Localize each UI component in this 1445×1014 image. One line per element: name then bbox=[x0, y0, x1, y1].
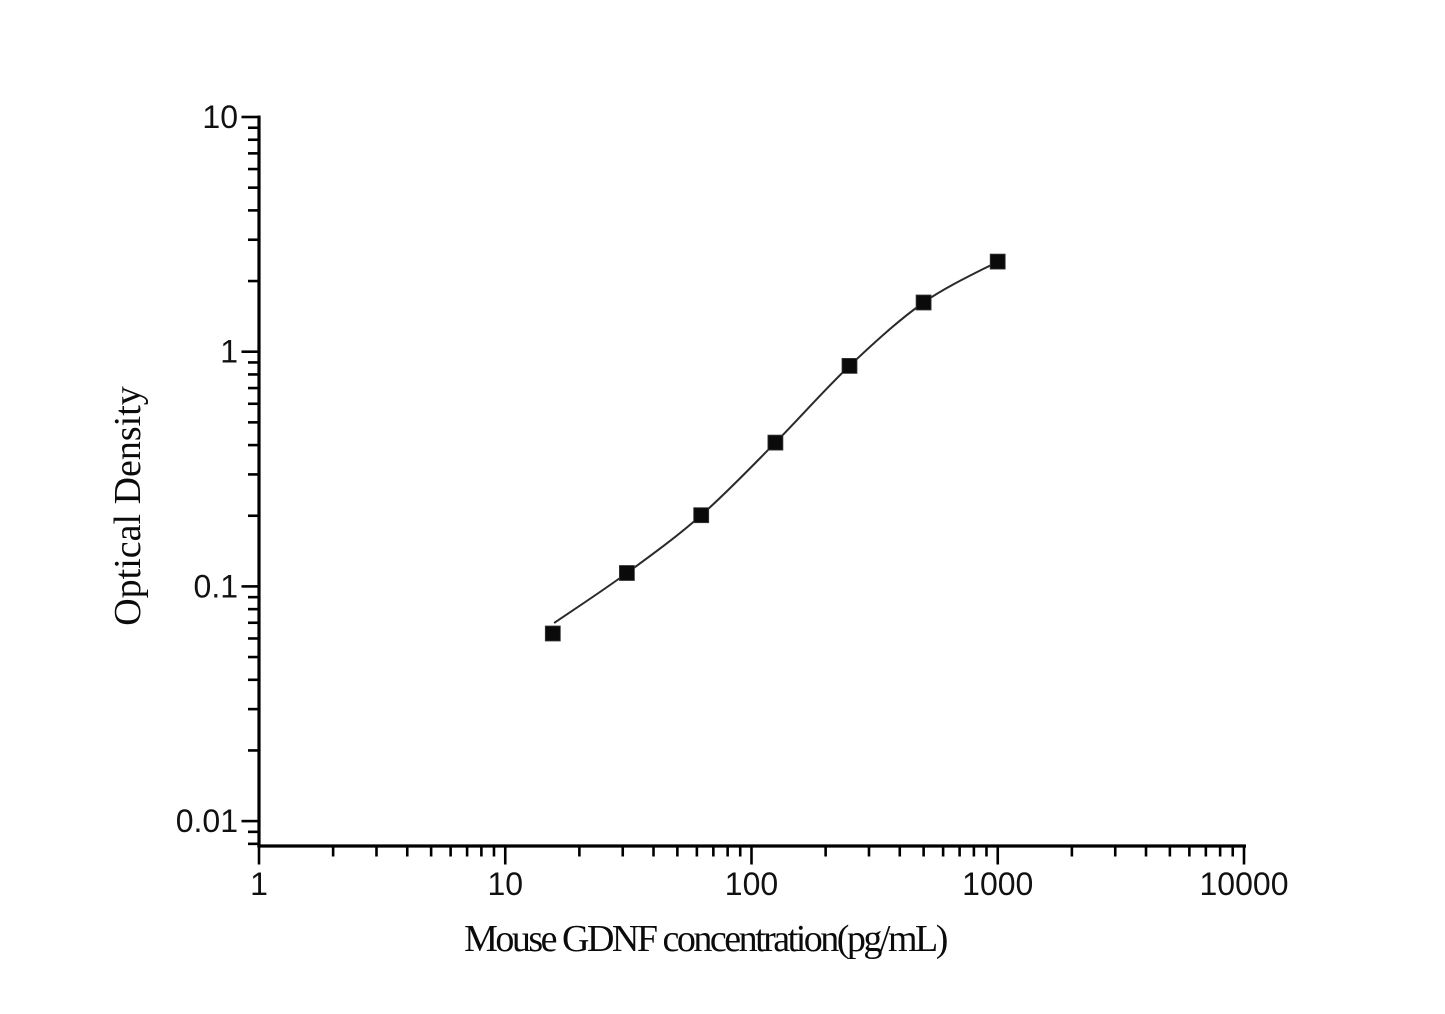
x-tick-label: 100 bbox=[725, 866, 778, 902]
data-point-marker bbox=[841, 357, 858, 374]
x-tick-label: 1000 bbox=[962, 866, 1033, 902]
x-axis-title: Mouse GDNF concentration(pg/mL) bbox=[464, 918, 947, 960]
data-point-marker bbox=[544, 625, 561, 642]
x-tick-label: 10 bbox=[487, 866, 523, 902]
axes-group: 1 10 100 1000 10000 10 1 0.1 0.01 bbox=[176, 99, 1289, 902]
series-group bbox=[544, 253, 1006, 642]
data-point-marker bbox=[767, 434, 784, 451]
y-tick-label: 0.1 bbox=[194, 568, 238, 604]
data-point-marker bbox=[693, 507, 710, 524]
y-tick-label: 0.01 bbox=[176, 803, 238, 839]
x-tick-label: 1 bbox=[250, 866, 268, 902]
data-point-marker bbox=[915, 294, 932, 311]
x-tick-label: 10000 bbox=[1200, 866, 1289, 902]
y-tick-label: 10 bbox=[202, 99, 238, 135]
data-point-marker bbox=[989, 253, 1006, 270]
data-point-marker bbox=[619, 565, 635, 581]
y-tick-label: 1 bbox=[220, 334, 238, 370]
y-axis-title: Optical Density bbox=[107, 386, 149, 626]
